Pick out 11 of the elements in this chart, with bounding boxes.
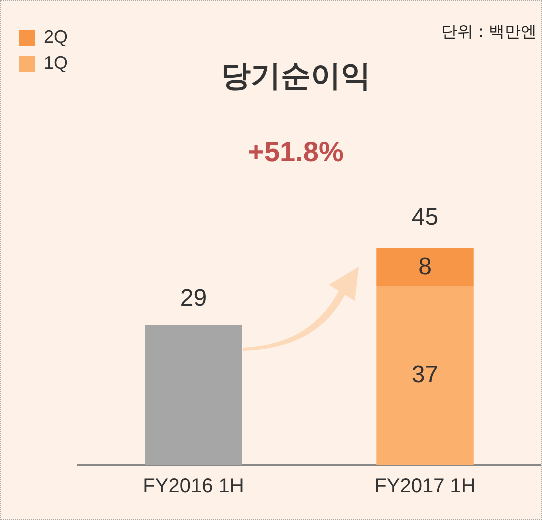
data-label: 29 — [180, 285, 208, 312]
data-label: 8 — [418, 253, 432, 280]
x-tick-label: FY2017 1H — [374, 476, 476, 498]
text: 단위 : 백만엔 — [441, 22, 537, 42]
x-tick-label: FY2016 1H — [143, 476, 244, 498]
data-label: 37 — [412, 362, 439, 389]
legend-label: 1Q — [44, 52, 68, 73]
chart-title: 당기순이익 — [220, 58, 372, 96]
legend-label: 2Q — [44, 26, 68, 47]
total-label: 45 — [412, 204, 439, 232]
text: +51.8% — [248, 136, 344, 168]
